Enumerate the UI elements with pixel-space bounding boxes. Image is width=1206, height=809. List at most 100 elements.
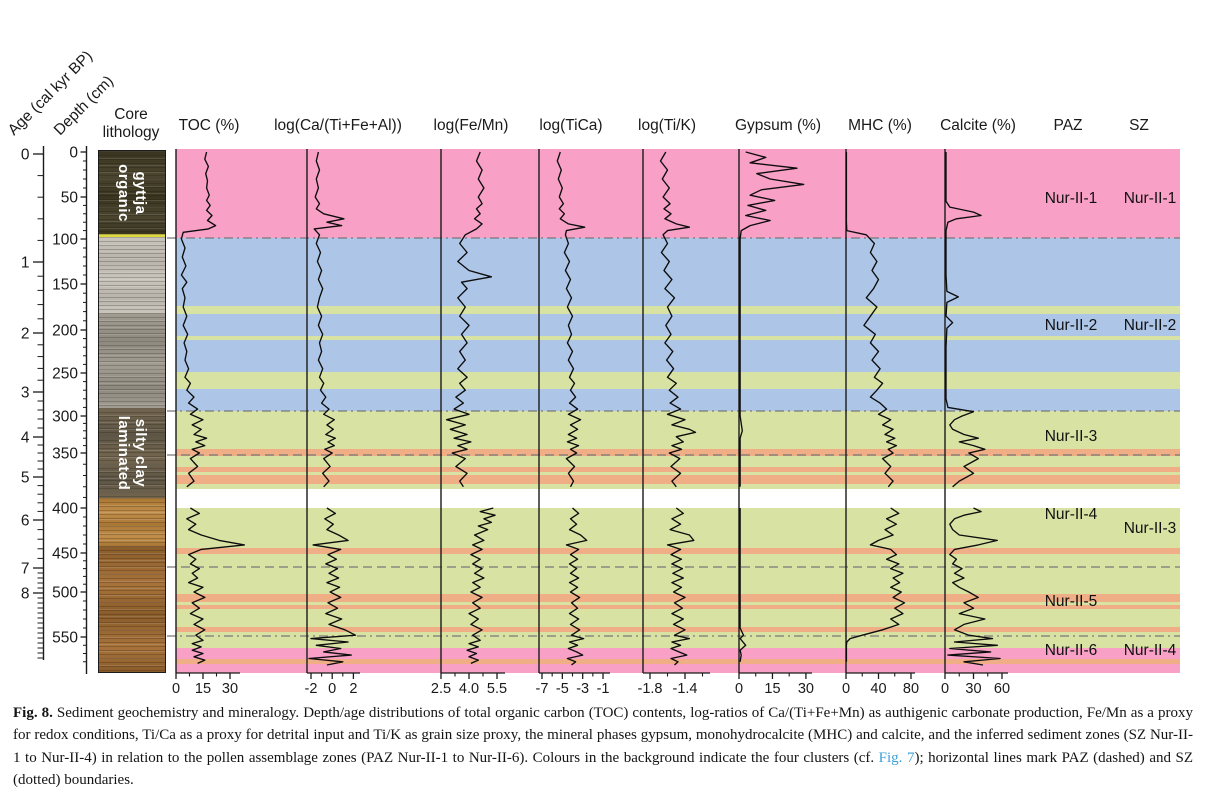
caption-text-before-link: Sediment geochemistry and mineralogy. De… — [13, 705, 1193, 766]
depth-tick-label: 300 — [52, 409, 78, 426]
age-tick-label: 4 — [21, 430, 30, 447]
cluster-zone-bands — [176, 149, 1180, 673]
tick-label: 0 — [735, 681, 743, 697]
series-curve-toc — [186, 507, 246, 665]
depth-tick-label: 550 — [52, 630, 78, 647]
tick-label: -1.4 — [673, 681, 698, 697]
series-curve-mhc — [845, 152, 898, 488]
tick-label: 2 — [349, 681, 357, 697]
series-curve-tik — [666, 507, 695, 666]
zone-band-green — [176, 336, 1180, 340]
series-curve-calcite — [945, 152, 986, 488]
tick-label: 80 — [903, 681, 919, 697]
core-section — [99, 234, 165, 237]
caption-figure-label: Fig. 8. — [13, 705, 53, 721]
depth-axis: 0 50 100 150 200 250 300 350 400 450 500 550 — [52, 145, 88, 674]
panel-axes: 0 15 30 -2 0 2 2.5 4.0 5.5 -7 -5 -3 -1 -1.8 -1.4 0 15 30 0… — [172, 149, 1010, 697]
zone-band-green — [176, 472, 1180, 475]
depth-tick-label: 250 — [52, 366, 78, 383]
series-curve-femn — [466, 507, 496, 665]
tick-label: 0 — [328, 681, 336, 697]
core-lithology-header-line2: lithology — [103, 124, 160, 141]
tick-label: 30 — [222, 681, 238, 697]
tick-label: -1.8 — [638, 681, 663, 697]
core-lithology-header-line1: Core — [114, 106, 148, 123]
zone-label-sz: Nur-II-3 — [1124, 520, 1177, 537]
panel-title-tik: log(Ti/K) — [638, 117, 696, 134]
zone-band-blue — [176, 314, 1180, 336]
age-axis-label: Age (cal kyr BP) — [5, 48, 96, 139]
zone-band-green — [176, 484, 1180, 489]
figure-caption: Fig. 8. Sediment geochemistry and minera… — [13, 702, 1193, 792]
panel-title-femn: log(Fe/Mn) — [434, 117, 509, 134]
panel-title-calcite: Calcite (%) — [940, 117, 1016, 134]
core-section-label: silty clay laminated — [115, 415, 149, 491]
tick-label: -2 — [305, 681, 318, 697]
panel-title-gypsum: Gypsum (%) — [735, 117, 821, 134]
age-tick-label: 0 — [21, 147, 30, 164]
series-curve-ca — [308, 507, 357, 666]
tick-label: 5.5 — [487, 681, 507, 697]
zone-band-pink — [176, 648, 1180, 659]
tick-label: 0 — [941, 681, 949, 697]
column-title-PAZ: PAZ — [1054, 117, 1083, 134]
zone-label-paz: Nur-II-4 — [1045, 506, 1098, 523]
zone-label-paz: Nur-II-1 — [1045, 190, 1098, 207]
zone-band-pink — [176, 664, 1180, 673]
series-curve-tica — [565, 507, 588, 666]
zone-label-paz: Nur-II-2 — [1045, 317, 1098, 334]
depth-tick-label: 100 — [52, 232, 78, 249]
tick-label: -1 — [597, 681, 610, 697]
zone-label-sz: Nur-II-2 — [1124, 317, 1177, 334]
depth-tick-label: 450 — [52, 546, 78, 563]
tick-label: -5 — [556, 681, 569, 697]
core-section — [99, 546, 165, 672]
fig7-link[interactable]: Fig. 7 — [878, 749, 915, 766]
chart-canvas: Age (cal kyr BP) Depth (cm) Core litholo… — [5, 48, 1180, 697]
tick-label: 4.0 — [459, 681, 479, 697]
series-curve-mhc — [845, 507, 906, 662]
panel-title-toc: TOC (%) — [179, 117, 240, 134]
core-section-label: gyttja organic — [115, 163, 149, 222]
depth-tick-label: 500 — [52, 585, 78, 602]
age-axis: 0 1 2 3 4 5 6 7 8 — [21, 146, 45, 660]
zone-band-green — [176, 609, 1180, 627]
panel-title-mhc: MHC (%) — [848, 117, 912, 134]
series-curve-toc — [180, 151, 217, 488]
age-tick-label: 6 — [21, 513, 30, 530]
tick-label: -3 — [576, 681, 589, 697]
series-curve-gypsum — [739, 151, 805, 487]
zone-band-green — [176, 508, 1180, 548]
tick-label: 0 — [172, 681, 180, 697]
depth-tick-label: 350 — [52, 446, 78, 463]
core-section — [99, 498, 165, 546]
tick-label: 15 — [764, 681, 780, 697]
zone-band-green — [176, 306, 1180, 314]
zone-band-green — [176, 372, 1180, 389]
age-tick-label: 1 — [21, 255, 30, 272]
zone-label-paz: Nur-II-6 — [1045, 642, 1098, 659]
tick-label: 30 — [798, 681, 814, 697]
column-title-SZ: SZ — [1129, 117, 1149, 134]
zone-band-green — [176, 456, 1180, 467]
zone-label-paz: Nur-II-3 — [1045, 428, 1098, 445]
series-curve-femn — [445, 151, 493, 488]
age-tick-label: 2 — [21, 326, 30, 343]
panel-title-ca: log(Ca/(Ti+Fe+Al)) — [274, 117, 402, 134]
core-lithology-column: gyttja organic silty clay laminated — [98, 150, 166, 673]
series-curve-tik — [659, 151, 697, 488]
series-curve-calcite — [947, 507, 1001, 666]
depth-tick-label: 400 — [52, 501, 78, 518]
zone-band-orange — [176, 475, 1180, 484]
age-tick-label: 5 — [21, 470, 30, 487]
series-curve-tica — [556, 151, 586, 488]
tick-label: 40 — [870, 681, 886, 697]
depth-tick-label: 150 — [52, 277, 78, 294]
age-tick-label: 3 — [21, 385, 30, 402]
zone-band-blue — [176, 389, 1180, 411]
zone-band-orange — [176, 594, 1180, 602]
series-curve-ca — [313, 151, 345, 488]
zone-label-paz: Nur-II-5 — [1045, 593, 1098, 610]
zone-band-orange — [176, 449, 1180, 456]
series-curves — [180, 151, 1001, 666]
